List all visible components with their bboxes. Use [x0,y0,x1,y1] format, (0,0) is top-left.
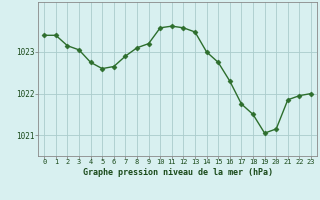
X-axis label: Graphe pression niveau de la mer (hPa): Graphe pression niveau de la mer (hPa) [83,168,273,177]
